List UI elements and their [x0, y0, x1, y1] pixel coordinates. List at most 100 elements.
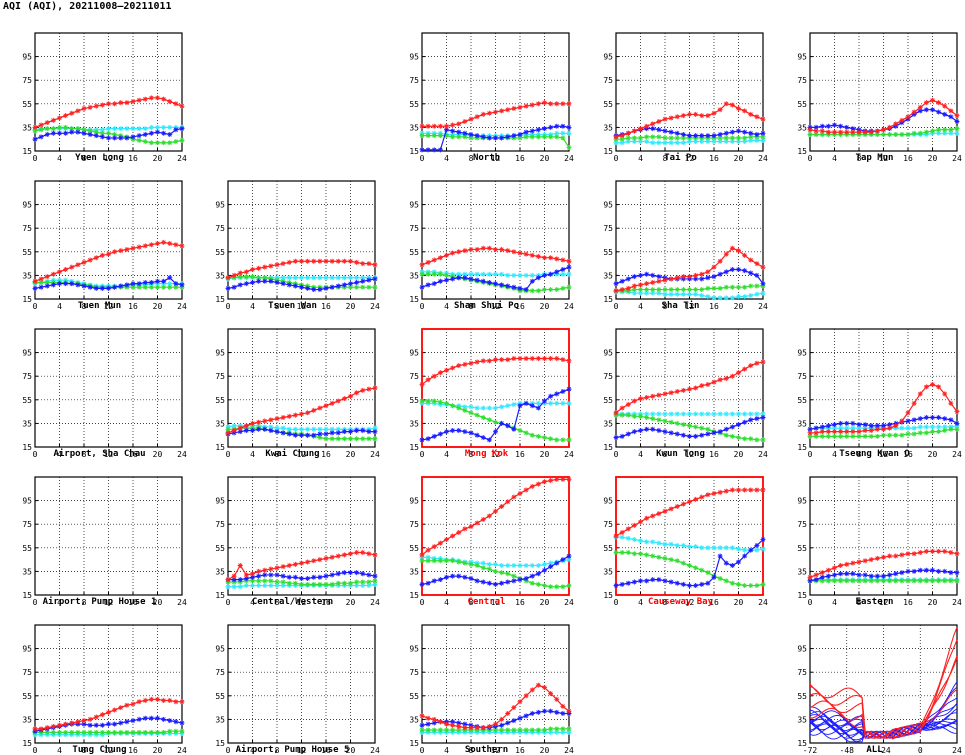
data-point-cyan	[760, 411, 766, 417]
data-point-blue	[717, 271, 723, 277]
x-tick-label: 20	[540, 154, 550, 163]
data-point-green	[825, 578, 831, 584]
data-point-red	[705, 269, 711, 275]
data-point-red	[850, 560, 856, 566]
data-point-red	[505, 711, 511, 716]
data-point-red	[148, 95, 154, 101]
data-point-green	[535, 288, 541, 294]
data-point-blue	[844, 571, 850, 577]
data-point-blue	[505, 423, 511, 429]
data-point-blue	[348, 570, 353, 576]
data-point-green	[656, 554, 662, 560]
data-point-green	[742, 135, 748, 141]
data-point-blue	[456, 275, 462, 281]
data-point-green	[729, 284, 735, 290]
data-point-blue	[268, 572, 274, 578]
data-point-blue	[366, 572, 372, 578]
data-point-blue	[87, 131, 93, 137]
data-point-green	[456, 727, 462, 733]
x-tick-label: 8	[82, 450, 87, 459]
data-point-blue	[717, 429, 723, 435]
data-point-green	[372, 578, 378, 584]
x-tick-label: 4	[444, 598, 449, 607]
x-tick-label: 16	[515, 746, 525, 755]
data-point-blue	[305, 575, 311, 581]
data-point-green	[437, 558, 443, 564]
data-point-blue	[850, 126, 856, 132]
y-tick-label: 55	[409, 248, 419, 257]
data-point-blue	[668, 129, 674, 135]
data-point-green	[456, 559, 462, 565]
y-tick-label: 55	[22, 248, 32, 257]
x-tick-label: 16	[321, 746, 331, 755]
data-point-blue	[566, 553, 572, 559]
data-point-red	[425, 715, 431, 721]
data-point-cyan	[237, 584, 243, 590]
x-tick-label: 16	[903, 154, 913, 163]
data-point-blue	[305, 432, 311, 438]
data-point-blue	[44, 283, 50, 289]
data-point-blue	[474, 432, 480, 438]
data-point-blue	[317, 431, 323, 437]
data-point-red	[173, 101, 179, 107]
data-point-red	[887, 124, 893, 130]
data-point-green	[917, 578, 923, 584]
data-point-red	[44, 274, 50, 280]
data-point-cyan	[619, 534, 625, 540]
x-tick-label: 8	[275, 450, 280, 459]
data-point-green	[173, 728, 179, 734]
data-point-blue	[323, 285, 329, 291]
data-point-red	[87, 716, 93, 722]
data-point-cyan	[425, 554, 431, 560]
data-point-cyan	[748, 137, 754, 143]
y-tick-label: 95	[409, 645, 419, 654]
data-point-blue	[819, 424, 825, 430]
data-point-blue	[437, 577, 443, 583]
data-point-red	[742, 252, 748, 258]
data-point-blue	[868, 573, 874, 579]
data-point-red	[619, 529, 625, 535]
data-point-green	[106, 130, 111, 136]
data-point-blue	[130, 134, 136, 140]
data-point-cyan	[142, 126, 148, 132]
y-tick-label: 15	[797, 739, 807, 748]
x-tick-label: 20	[540, 450, 550, 459]
data-point-red	[511, 356, 517, 361]
data-point-cyan	[486, 271, 492, 277]
x-tick-label: 8	[275, 598, 280, 607]
panel-title: Causeway Bay	[647, 597, 714, 607]
data-point-blue	[687, 133, 692, 139]
data-point-blue	[548, 271, 554, 277]
data-point-green	[566, 726, 572, 732]
data-point-blue	[911, 568, 917, 574]
data-point-cyan	[729, 139, 735, 145]
data-point-red	[280, 564, 286, 570]
data-point-blue	[560, 557, 566, 563]
data-point-red	[711, 110, 717, 116]
data-point-blue	[942, 568, 948, 574]
panel-kwai-chung: 0 4 8 12 16 20 24 15 35 55 75 95 Kwai Chung	[200, 311, 385, 459]
data-point-green	[638, 135, 643, 141]
data-point-blue	[50, 282, 56, 288]
data-point-green	[923, 578, 929, 584]
data-point-blue	[542, 272, 547, 278]
data-point-blue	[680, 131, 686, 137]
data-point-blue	[431, 147, 437, 153]
data-point-cyan	[250, 583, 255, 589]
data-point-cyan	[748, 292, 754, 298]
data-point-green	[868, 578, 874, 584]
data-point-red	[437, 719, 443, 725]
data-point-red	[862, 427, 868, 433]
data-point-green	[262, 578, 268, 584]
y-tick-label: 35	[797, 567, 807, 576]
y-tick-label: 75	[22, 76, 32, 85]
data-point-green	[493, 419, 498, 425]
data-point-cyan	[299, 275, 304, 281]
data-point-cyan	[644, 539, 650, 545]
data-point-cyan	[480, 560, 486, 566]
x-tick-label: 12	[297, 746, 307, 755]
data-point-green	[444, 400, 449, 406]
y-tick-label: 55	[797, 100, 807, 109]
data-point-red	[444, 537, 449, 543]
data-point-cyan	[499, 563, 505, 568]
